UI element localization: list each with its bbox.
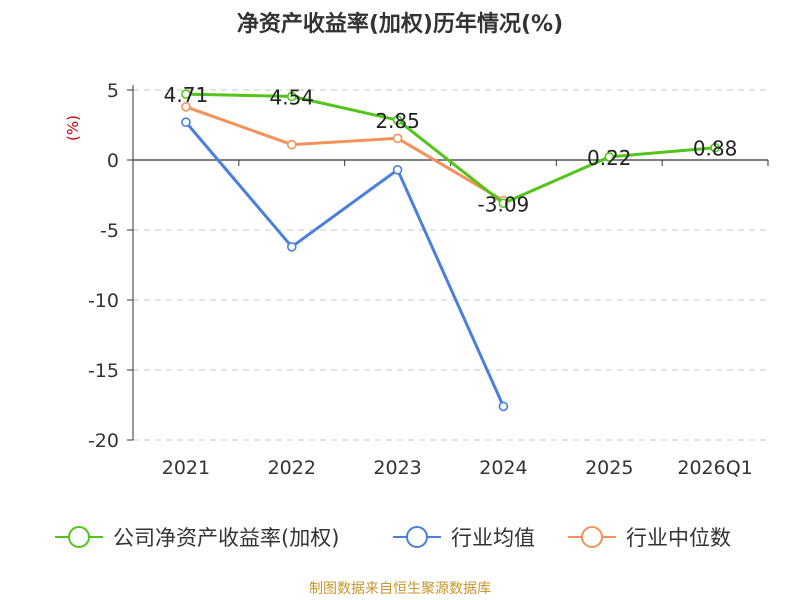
data-point bbox=[286, 139, 297, 150]
legend-label: 行业均值 bbox=[451, 526, 535, 550]
x-tick-label: 2021 bbox=[162, 457, 210, 479]
x-tick-label: 2022 bbox=[268, 457, 316, 479]
legend-marker bbox=[68, 526, 90, 548]
legend: 公司净资产收益率(加权) 行业均值 行业中位数 bbox=[55, 526, 731, 550]
chart-title: 净资产收益率(加权)历年情况(%) bbox=[236, 12, 564, 37]
series-line-2 bbox=[185, 105, 505, 202]
legend-marker bbox=[581, 526, 603, 548]
y-tick-label: 5 bbox=[107, 80, 119, 102]
data-point bbox=[392, 133, 403, 144]
x-tick-label: 2023 bbox=[373, 457, 421, 479]
data-point bbox=[286, 242, 297, 252]
series-lines bbox=[181, 89, 720, 412]
x-tick-label: 2026Q1 bbox=[677, 457, 752, 479]
x-tick-label: 2025 bbox=[585, 457, 633, 479]
data-point bbox=[286, 91, 297, 102]
y-axis-label: (%) bbox=[64, 115, 82, 141]
y-tick-label: -15 bbox=[88, 360, 119, 382]
legend-label: 公司净资产收益率(加权) bbox=[113, 526, 339, 550]
y-tick-label: 0 bbox=[107, 150, 119, 172]
legend-marker bbox=[406, 526, 428, 548]
data-point bbox=[604, 152, 615, 162]
grid-lines bbox=[133, 89, 768, 441]
y-tick-label: -20 bbox=[88, 430, 119, 452]
data-label: 0.88 bbox=[693, 137, 738, 161]
y-tick-label: -10 bbox=[88, 290, 119, 312]
data-point bbox=[392, 165, 403, 175]
source-footer: 制图数据来自恒生聚源数据库 bbox=[309, 581, 491, 597]
y-tick-label: -5 bbox=[100, 220, 119, 242]
data-point bbox=[181, 117, 191, 127]
legend-label: 行业中位数 bbox=[626, 526, 731, 550]
data-point bbox=[498, 401, 509, 412]
tick-labels: 5 0 -5 -10 -15 -20 2021 2022 2023 2024 2025 2026Q1 bbox=[88, 80, 753, 479]
data-point bbox=[710, 142, 720, 153]
data-point bbox=[498, 198, 509, 209]
series-line-1 bbox=[184, 121, 505, 408]
data-label: 0.22 bbox=[587, 146, 632, 170]
axes bbox=[127, 85, 769, 441]
data-labels: 4.71 4.54 2.85 -3.09 0.22 0.88 bbox=[164, 83, 738, 216]
data-point bbox=[392, 115, 403, 125]
data-label: 2.85 bbox=[375, 109, 420, 133]
data-label: 4.54 bbox=[269, 85, 314, 109]
x-tick-label: 2024 bbox=[479, 457, 527, 479]
series-line-0 bbox=[185, 92, 716, 205]
data-point bbox=[181, 89, 191, 99]
data-label: 4.71 bbox=[164, 83, 209, 107]
data-label: -3.09 bbox=[478, 192, 530, 216]
data-point bbox=[181, 102, 191, 112]
